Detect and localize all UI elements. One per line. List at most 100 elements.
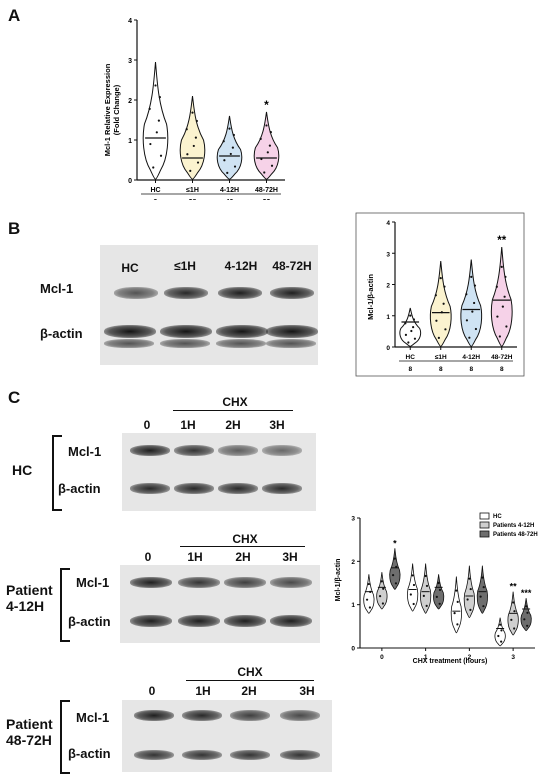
blot-b-band-bactin bbox=[104, 325, 156, 338]
chart-a-category-label: ≤1H bbox=[186, 187, 199, 194]
chart-a-point bbox=[154, 84, 157, 87]
blot-c-p4872-image bbox=[122, 700, 332, 772]
blot-c-p4872-row-mcl1: Mcl-1 bbox=[76, 710, 110, 725]
blot-c-p4872-band-mcl1 bbox=[230, 710, 270, 721]
chart-b-ytick-label: 2 bbox=[386, 283, 390, 290]
chart-b-point bbox=[503, 295, 506, 298]
chart-c-legend-swatch bbox=[479, 521, 490, 529]
chart-c-point bbox=[453, 612, 456, 615]
chart-c-xlabel: CHX treatment (hours) bbox=[413, 658, 488, 665]
blot-c-p4872-band-mcl1 bbox=[134, 710, 174, 721]
chart-b-point bbox=[474, 327, 478, 331]
chart-b-sig-label: ** bbox=[497, 235, 506, 247]
chart-c-point bbox=[425, 584, 429, 588]
blot-b-band-bactin bbox=[216, 325, 268, 338]
chart-a-count-label: 40 bbox=[226, 199, 234, 200]
blot-c-hc-lane-1h: 1H bbox=[180, 418, 196, 432]
chart-c-violin bbox=[520, 598, 532, 632]
chart-a-point bbox=[189, 169, 192, 172]
blot-c-p412-band-bactin bbox=[224, 615, 266, 627]
blot-c-hc-band-bactin bbox=[218, 483, 258, 494]
chart-b-ytick-label: 4 bbox=[386, 220, 390, 227]
chart-a-point bbox=[194, 136, 197, 139]
chart-b-point bbox=[496, 315, 499, 318]
blot-c-hc-image bbox=[122, 433, 316, 511]
chart-b-ytick-label: 3 bbox=[386, 251, 390, 258]
blot-c-p4872-lane-2h: 2H bbox=[241, 684, 257, 698]
chart-a-point bbox=[185, 128, 188, 131]
chart-b-point bbox=[413, 337, 417, 340]
blot-b-band-bactin bbox=[266, 325, 318, 338]
chart-c-point bbox=[422, 594, 425, 597]
blot-c-p412-lane-2h: 2H bbox=[235, 550, 251, 564]
chart-c-point bbox=[456, 623, 459, 626]
blot-c-hc-band-bactin bbox=[174, 483, 214, 494]
chart-c-point bbox=[381, 602, 385, 605]
chart-c-point bbox=[411, 574, 414, 577]
chart-a-point bbox=[259, 137, 262, 140]
chart-b-point bbox=[442, 302, 445, 305]
chart-c-category-label: 0 bbox=[380, 654, 384, 661]
blot-c-hc-band-mcl1 bbox=[218, 445, 258, 456]
blot-c-p412-band-bactin bbox=[270, 615, 312, 627]
chart-a-category-label: 4-12H bbox=[220, 187, 239, 194]
blot-c-p412-band-mcl1 bbox=[270, 577, 312, 588]
chart-a-point bbox=[155, 131, 158, 134]
blot-c-p412-image bbox=[120, 565, 320, 643]
blot-c-p412-lane-3h: 3H bbox=[282, 550, 298, 564]
chart-c-point bbox=[469, 587, 472, 591]
chart-b-category-label: 4-12H bbox=[462, 354, 480, 361]
chart-b-category-label: HC bbox=[406, 354, 416, 361]
chart-a-point bbox=[222, 140, 225, 143]
chart-c-ytick-label: 3 bbox=[351, 516, 355, 523]
blot-b-band-mcl1 bbox=[164, 287, 208, 299]
chart-c-point bbox=[438, 602, 441, 605]
chart-b-point bbox=[471, 310, 474, 313]
chart-c-point bbox=[497, 634, 500, 638]
chart-a-point bbox=[196, 161, 200, 164]
panel-letter-a: A bbox=[8, 6, 21, 25]
chart-c-point bbox=[380, 580, 383, 583]
chart-c-point bbox=[424, 574, 427, 578]
chart-c-legend-swatch bbox=[479, 530, 490, 538]
blot-b-band-mcl1 bbox=[218, 287, 262, 299]
chart-c-point bbox=[526, 611, 529, 614]
chart-b-point bbox=[465, 293, 468, 296]
chart-a-point bbox=[233, 165, 237, 168]
chart-a-point bbox=[226, 171, 229, 174]
chart-a-point bbox=[229, 152, 232, 156]
blot-c-hc-band-mcl1 bbox=[130, 445, 170, 456]
chart-b-category-label: ≤1H bbox=[435, 354, 447, 361]
blot-b-band-bactin-lower bbox=[266, 339, 316, 348]
chart-a-ylabel-line-1: Mcl-1 Relative Expression bbox=[103, 63, 112, 156]
chart-a-point bbox=[195, 119, 198, 123]
chart-b-point bbox=[470, 275, 473, 278]
chart-c-legend-label: Patients 4-12H bbox=[493, 523, 534, 529]
chart-a-point bbox=[152, 166, 155, 169]
blot-c-p4872-band-bactin bbox=[230, 750, 270, 760]
chart-c-point bbox=[469, 608, 472, 611]
chart-a-point bbox=[270, 164, 274, 167]
blot-c-hc-lane-2h: 2H bbox=[225, 418, 241, 432]
chart-b-count-label: 8 bbox=[439, 366, 443, 373]
chart-a-violin bbox=[253, 111, 280, 180]
chart-c-point bbox=[435, 595, 438, 598]
chart-b-count-label: 8 bbox=[469, 366, 473, 373]
chart-c-violin bbox=[363, 574, 375, 614]
chart-c-violin bbox=[450, 576, 462, 634]
blot-c-hc-lane-3h: 3H bbox=[269, 418, 285, 432]
blot-c-hc-bracket bbox=[52, 435, 62, 511]
chart-c-point bbox=[394, 582, 398, 585]
chart-c-category-label: 3 bbox=[511, 654, 515, 661]
chart-a-sig-label: * bbox=[264, 98, 269, 112]
blot-c-p4872-band-bactin bbox=[182, 750, 222, 760]
chart-a-ylabel-line-2: (Fold Change) bbox=[112, 84, 121, 135]
blot-b-lane-hc: HC bbox=[121, 261, 139, 275]
chart-b-point bbox=[437, 336, 440, 339]
blot-b-band-bactin bbox=[160, 325, 212, 338]
chart-c-point bbox=[499, 623, 502, 626]
blot-c-hc-row-bactin: β-actin bbox=[58, 481, 101, 496]
panel-letter-b: B bbox=[8, 219, 21, 238]
chart-b-point bbox=[410, 329, 413, 333]
chart-c-point bbox=[512, 601, 515, 604]
